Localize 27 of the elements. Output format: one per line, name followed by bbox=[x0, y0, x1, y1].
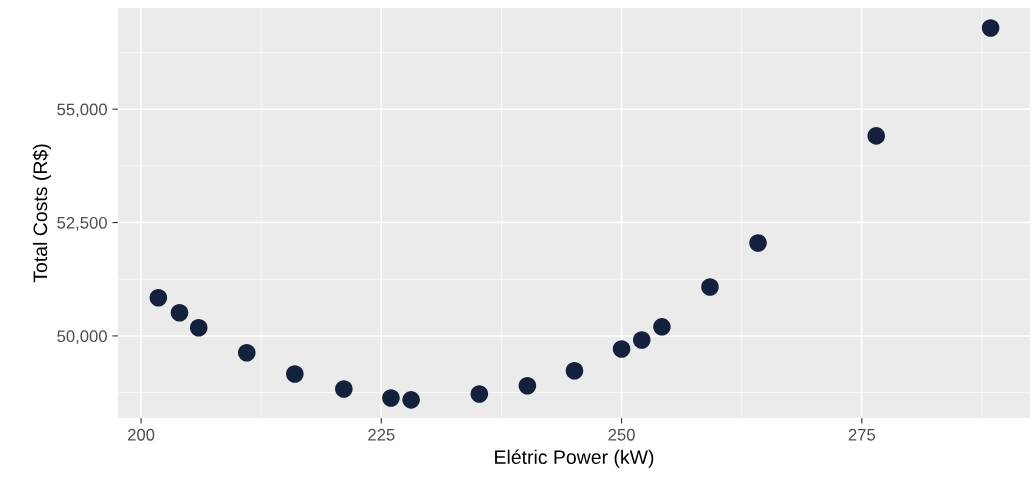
point bbox=[867, 127, 886, 145]
point bbox=[237, 343, 256, 362]
point bbox=[382, 389, 400, 407]
point bbox=[701, 278, 719, 296]
point bbox=[518, 377, 537, 395]
point bbox=[286, 365, 304, 383]
y-axis-title: Total Costs (R$) bbox=[32, 144, 52, 283]
y-tick-label: 50,000 bbox=[57, 330, 107, 345]
x-tick-label: 275 bbox=[848, 428, 876, 441]
y-tick-label: 52,500 bbox=[57, 216, 107, 231]
x-tick-label: 225 bbox=[368, 428, 395, 441]
point bbox=[402, 391, 420, 409]
point bbox=[981, 19, 1000, 37]
y-tick-label: 55,000 bbox=[57, 103, 107, 118]
point bbox=[335, 380, 353, 398]
point bbox=[565, 362, 584, 380]
point bbox=[149, 289, 168, 307]
x-tick-label: 200 bbox=[128, 428, 155, 441]
point bbox=[749, 234, 767, 252]
point bbox=[653, 318, 671, 336]
point bbox=[170, 304, 189, 322]
point bbox=[470, 385, 489, 403]
point bbox=[612, 340, 631, 358]
point bbox=[189, 318, 208, 337]
x-tick-label: 250 bbox=[608, 428, 635, 441]
point bbox=[632, 331, 651, 349]
x-axis-title: Elétric Power (kW) bbox=[495, 449, 654, 468]
